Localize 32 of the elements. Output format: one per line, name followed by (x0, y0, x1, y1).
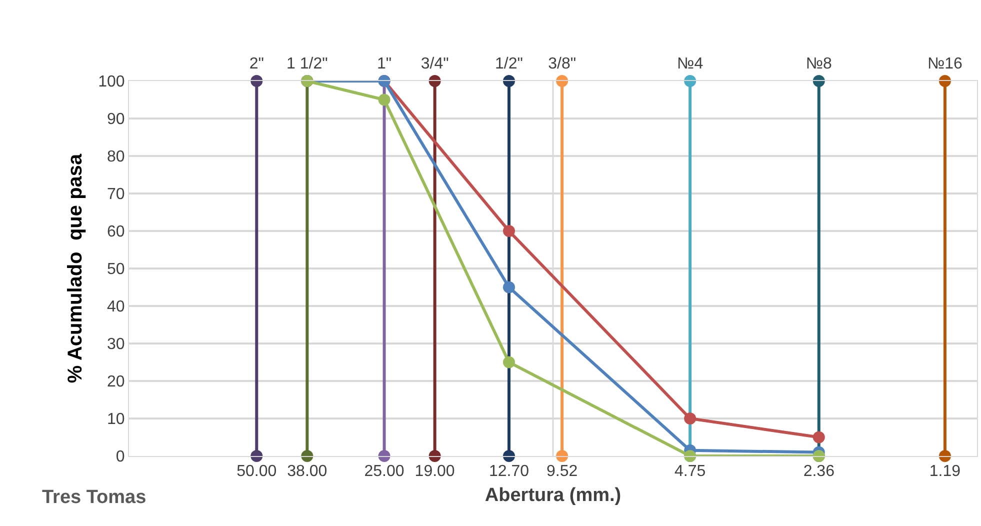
x-tick-label: 1.19 (929, 463, 961, 480)
series-label: №4 (677, 56, 704, 72)
y-tick-label: 30 (107, 336, 125, 354)
x-tick-label: 25.00 (364, 463, 404, 480)
series-label: 3/8" (548, 56, 576, 72)
series-label: №8 (806, 56, 832, 72)
x-tick-label: 38.00 (287, 463, 328, 480)
x-tick-label: 12.70 (488, 463, 530, 480)
x-axis-title: Abertura (mm.) (484, 485, 622, 506)
x-tick-label: 4.75 (674, 463, 706, 480)
y-tick-label: 60 (107, 224, 125, 241)
y-tick-label: 40 (107, 298, 125, 316)
x-tick-label: 9.52 (546, 463, 578, 480)
x-tick-label: 50.00 (236, 463, 277, 480)
series-label: 2" (249, 56, 264, 72)
x-tick-label: 19.00 (414, 463, 455, 480)
y-tick-label: 70 (107, 186, 125, 204)
y-tick-label: 20 (107, 374, 125, 391)
series-label: 3/4" (420, 56, 449, 72)
y-tick-label: 100 (98, 74, 125, 91)
y-axis-title: % Acumulado que pasa (64, 152, 87, 384)
series-label: 1" (376, 56, 392, 72)
y-tick-label: 80 (107, 148, 125, 166)
y-tick-label: 0 (116, 448, 125, 466)
y-tick-label: 10 (107, 411, 125, 428)
y-tick-label: 50 (107, 261, 125, 278)
series-label: 1 1/2" (286, 56, 328, 72)
text: Tres Tomas (42, 487, 146, 508)
series-label: №16 (927, 56, 963, 72)
y-tick-label: 90 (107, 111, 125, 128)
series-label: 1/2" (495, 56, 523, 72)
x-tick-label: 2.36 (803, 463, 835, 480)
